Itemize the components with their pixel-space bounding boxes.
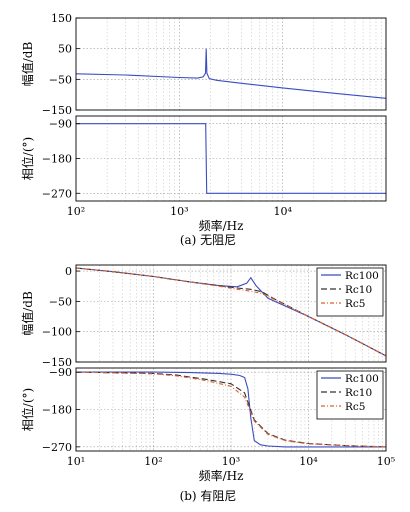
legend-label: Rc100: [345, 270, 379, 282]
series-line-main: [76, 123, 386, 194]
series-line-rc10: [76, 371, 386, 448]
x-tick-label: 10¹: [67, 455, 85, 468]
panel-3: 0 −50 −100 −150 幅值/dB Rc100 Rc10 Rc5: [20, 264, 387, 369]
y-tick-label: 50: [58, 43, 72, 56]
y-tick-label: −90: [49, 118, 72, 131]
legend-label: Rc100: [345, 373, 379, 385]
y-axis-label: 幅值/dB: [20, 42, 35, 87]
series-line-rc5: [76, 371, 386, 448]
y-tick-label: 0: [65, 265, 72, 278]
x-tick-label: 10⁴: [299, 455, 318, 468]
series-line-main: [76, 48, 386, 99]
series-line-rc5: [76, 267, 386, 357]
y-tick-label: −270: [42, 187, 72, 200]
legend: Rc100 Rc10 Rc5: [316, 370, 384, 420]
caption-a: (a) 无阻尼: [180, 233, 236, 247]
x-tick-label: 10³: [170, 205, 188, 218]
legend: Rc100 Rc10 Rc5: [316, 267, 384, 317]
axes-frame: [75, 17, 387, 111]
y-axis-label: 相位/(°): [20, 137, 35, 180]
series-line-rc100: [76, 371, 386, 448]
caption-b: (b) 有阻尼: [180, 489, 237, 503]
y-tick-label: 150: [51, 12, 72, 25]
x-tick-label: 10⁴: [273, 205, 292, 218]
legend-label: Rc5: [345, 401, 365, 413]
x-tick-label: 10³: [222, 455, 240, 468]
x-tick-label: 10²: [144, 455, 162, 468]
legend-label: Rc10: [345, 284, 372, 296]
legend-box: [316, 267, 384, 317]
y-tick-label: −100: [42, 326, 72, 339]
x-tick-label: 10⁵: [377, 455, 395, 468]
y-tick-label: −180: [42, 153, 72, 166]
y-tick-label: −150: [42, 104, 72, 117]
panel-1: 150 50 −50 −150 幅值/dB: [20, 12, 387, 117]
y-tick-label: −50: [49, 73, 72, 86]
y-axis-label: 相位/(°): [20, 388, 35, 431]
y-tick-label: −150: [42, 356, 72, 369]
legend-label: Rc10: [345, 387, 372, 399]
legend-box: [316, 370, 384, 420]
x-axis-label: 频率/Hz: [199, 218, 244, 233]
y-axis-label: 幅值/dB: [20, 291, 35, 336]
legend-label: Rc5: [345, 298, 365, 310]
y-tick-label: −180: [42, 404, 72, 417]
y-tick-label: −90: [49, 366, 72, 379]
x-axis-label: 频率/Hz: [199, 468, 244, 483]
x-tick-label: 10²: [67, 205, 85, 218]
y-tick-label: −50: [49, 295, 72, 308]
panel-2: −90 −180 −270 10² 10³ 10⁴ 相位/(°) 频率/Hz: [20, 115, 387, 233]
y-tick-label: −270: [42, 441, 72, 454]
axes-frame: [75, 264, 387, 363]
